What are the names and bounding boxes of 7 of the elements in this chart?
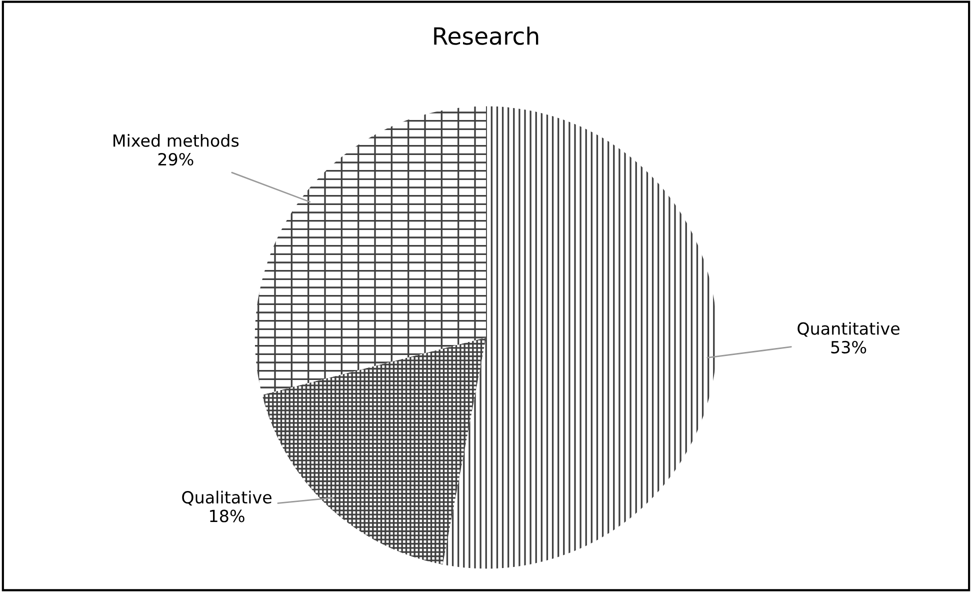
- data-label: 18%: [210, 510, 244, 522]
- data-label: 29%: [158, 152, 194, 166]
- data-label: 53%: [831, 340, 866, 354]
- chart-title: Research: [434, 26, 538, 45]
- slice-label: Qualitative: [182, 490, 272, 506]
- slice-label: Mixed methods: [114, 134, 239, 147]
- slice-label: Quantitative: [798, 322, 900, 337]
